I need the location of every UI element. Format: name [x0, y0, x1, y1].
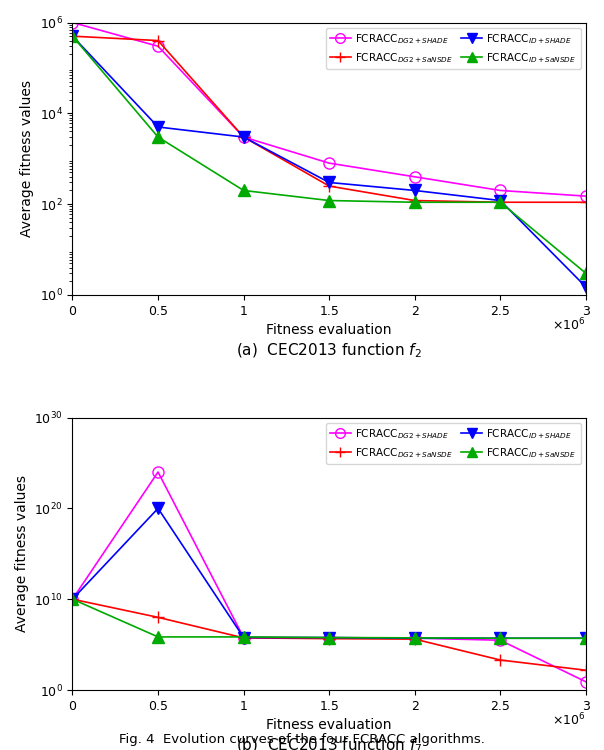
Y-axis label: Average fitness values: Average fitness values — [20, 80, 34, 237]
Legend: FCRACC$_{DG2+SHADE}$, FCRACC$_{DG2+SaNSDE}$, FCRACC$_{ID+SHADE}$, FCRACC$_{ID+Sa: FCRACC$_{DG2+SHADE}$, FCRACC$_{DG2+SaNSD… — [326, 28, 580, 69]
Y-axis label: Average fitness values: Average fitness values — [14, 476, 28, 632]
Text: Fig. 4  Evolution curves of the four FCRACC algorithms.: Fig. 4 Evolution curves of the four FCRA… — [119, 733, 485, 746]
X-axis label: Fitness evaluation: Fitness evaluation — [266, 323, 392, 338]
Text: $\times 10^6$: $\times 10^6$ — [553, 712, 586, 728]
Legend: FCRACC$_{DG2+SHADE}$, FCRACC$_{DG2+SaNSDE}$, FCRACC$_{ID+SHADE}$, FCRACC$_{ID+Sa: FCRACC$_{DG2+SHADE}$, FCRACC$_{DG2+SaNSD… — [326, 423, 580, 464]
Text: (b)  CEC2013 function $f_7$: (b) CEC2013 function $f_7$ — [236, 736, 422, 750]
Text: (a)  CEC2013 function $f_2$: (a) CEC2013 function $f_2$ — [236, 341, 422, 359]
Text: $\times 10^6$: $\times 10^6$ — [553, 316, 586, 333]
X-axis label: Fitness evaluation: Fitness evaluation — [266, 718, 392, 732]
